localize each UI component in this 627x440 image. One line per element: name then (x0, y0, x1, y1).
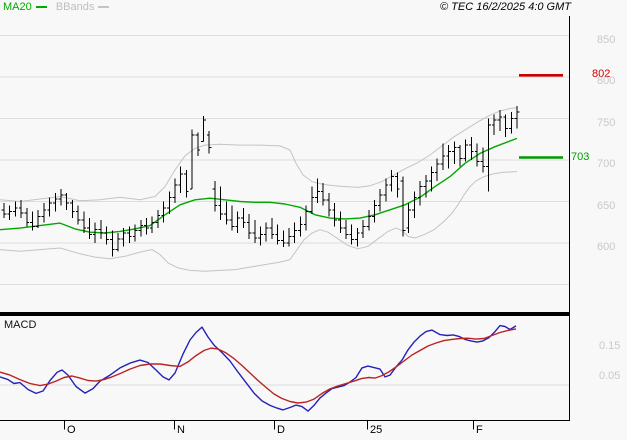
resistance-level-label: 802 (592, 68, 611, 80)
legend-item-bbands[interactable]: BBands (56, 2, 110, 13)
bollinger-upper-line (0, 107, 518, 202)
month-tick-label: F (476, 424, 483, 436)
ma20-legend-label: MA20 (3, 1, 32, 13)
ma20-line-swatch-icon (35, 6, 47, 9)
bbands-line-swatch-icon (98, 6, 110, 9)
price-tick-label: 850 (597, 33, 616, 46)
bollinger-lower-line (0, 171, 518, 272)
panel-separator (0, 312, 570, 316)
copyright-timestamp: © TEC 16/2/2025 4:0 GMT (440, 1, 571, 13)
macd-panel-title: MACD (4, 319, 37, 331)
macd-tick-label: 0.05 (599, 370, 621, 382)
support-level-label: 703 (571, 151, 590, 163)
price-tick-label: 600 (597, 241, 616, 253)
macd-tick-label: 0.15 (599, 340, 621, 352)
price-tick-label: 650 (597, 199, 616, 212)
month-tick-label: N (177, 424, 185, 436)
month-tick-label: O (67, 424, 76, 436)
price-tick-label: 700 (597, 158, 616, 170)
month-tick-label: 25 (370, 424, 383, 436)
signal-line (0, 328, 517, 404)
macd-line (0, 324, 517, 412)
price-tick-label: 750 (597, 116, 616, 129)
ma20-line (0, 137, 518, 234)
price-tick-label: 800 (597, 75, 616, 87)
ohlc-bars (1, 106, 520, 257)
legend-item-ma20[interactable]: MA20 (3, 2, 47, 13)
month-tick-label: D (277, 424, 285, 436)
chart-legend: MA20 BBands (3, 2, 115, 13)
bbands-legend-label: BBands (55, 1, 95, 13)
